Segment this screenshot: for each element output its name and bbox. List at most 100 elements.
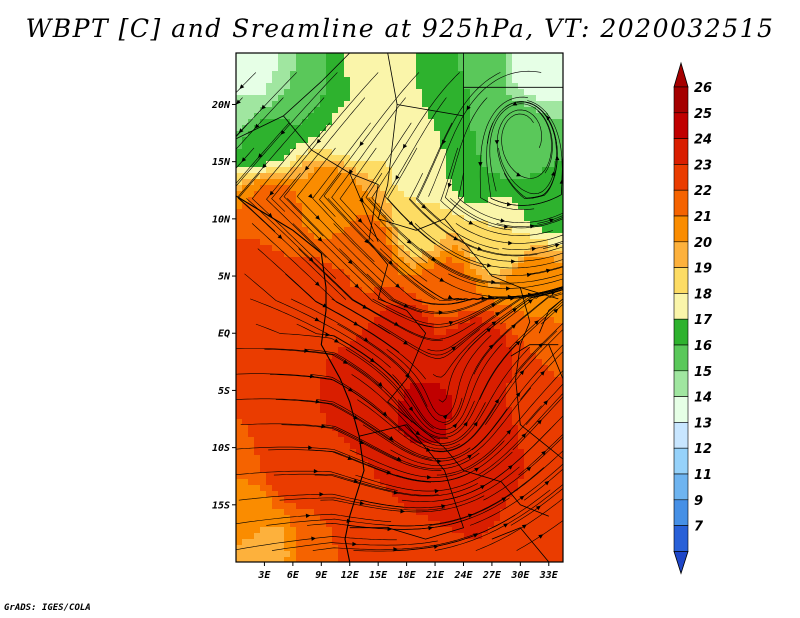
field-cell bbox=[254, 359, 261, 366]
field-cell bbox=[434, 413, 441, 420]
field-cell bbox=[494, 431, 501, 438]
field-cell bbox=[266, 113, 273, 120]
field-cell bbox=[530, 83, 537, 90]
field-cell bbox=[344, 179, 351, 186]
field-cell bbox=[314, 65, 321, 72]
field-cell bbox=[290, 443, 297, 450]
field-cell bbox=[296, 119, 303, 126]
field-cell bbox=[518, 65, 525, 72]
field-cell bbox=[254, 329, 261, 336]
field-cell bbox=[254, 131, 261, 138]
field-cell bbox=[308, 233, 315, 240]
field-cell bbox=[554, 467, 561, 474]
field-cell bbox=[368, 269, 375, 276]
field-cell bbox=[266, 437, 273, 444]
field-cell bbox=[542, 137, 549, 144]
field-cell bbox=[542, 539, 549, 546]
field-cell bbox=[530, 419, 537, 426]
field-cell bbox=[284, 509, 291, 516]
field-cell bbox=[446, 173, 453, 180]
field-cell bbox=[548, 503, 555, 510]
field-cell bbox=[554, 485, 561, 492]
field-cell bbox=[542, 377, 549, 384]
field-cell bbox=[392, 461, 399, 468]
field-cell bbox=[290, 335, 297, 342]
field-cell bbox=[548, 515, 555, 522]
field-cell bbox=[308, 497, 315, 504]
field-cell bbox=[308, 287, 315, 294]
field-cell bbox=[302, 341, 309, 348]
field-cell bbox=[434, 377, 441, 384]
field-cell bbox=[542, 347, 549, 354]
field-cell bbox=[494, 209, 501, 216]
field-cell bbox=[416, 425, 423, 432]
field-cell bbox=[278, 287, 285, 294]
field-cell bbox=[422, 95, 429, 102]
field-cell bbox=[428, 275, 435, 282]
field-cell bbox=[254, 323, 261, 330]
field-cell bbox=[392, 521, 399, 528]
field-cell bbox=[506, 59, 513, 66]
field-cell bbox=[242, 245, 249, 252]
field-cell bbox=[266, 83, 273, 90]
field-cell bbox=[320, 437, 327, 444]
field-cell bbox=[362, 59, 369, 66]
field-cell bbox=[434, 515, 441, 522]
field-cell bbox=[320, 113, 327, 120]
field-cell bbox=[554, 113, 561, 120]
field-cell bbox=[278, 437, 285, 444]
field-cell bbox=[356, 125, 363, 132]
field-cell bbox=[254, 245, 261, 252]
field-cell bbox=[398, 107, 405, 114]
field-cell bbox=[404, 173, 411, 180]
field-cell bbox=[290, 281, 297, 288]
field-cell bbox=[254, 377, 261, 384]
field-cell bbox=[254, 455, 261, 462]
field-cell bbox=[254, 269, 261, 276]
field-cell bbox=[344, 491, 351, 498]
field-cell bbox=[374, 347, 381, 354]
field-cell bbox=[392, 53, 399, 60]
field-cell bbox=[284, 83, 291, 90]
field-cell bbox=[314, 329, 321, 336]
field-cell bbox=[488, 53, 495, 60]
field-cell bbox=[272, 71, 279, 78]
field-cell bbox=[338, 239, 345, 246]
field-cell bbox=[542, 203, 549, 210]
field-cell bbox=[404, 257, 411, 264]
field-cell bbox=[266, 497, 273, 504]
field-cell bbox=[542, 215, 549, 222]
field-cell bbox=[446, 71, 453, 78]
field-cell bbox=[236, 401, 243, 408]
field-cell bbox=[350, 467, 357, 474]
field-cell bbox=[254, 503, 261, 510]
field-cell bbox=[536, 311, 543, 318]
field-cell bbox=[452, 53, 459, 60]
field-cell bbox=[236, 65, 243, 72]
field-cell bbox=[266, 389, 273, 396]
field-cell bbox=[482, 365, 489, 372]
field-cell bbox=[338, 251, 345, 258]
field-cell bbox=[452, 185, 459, 192]
field-cell bbox=[332, 527, 339, 534]
field-cell bbox=[320, 485, 327, 492]
field-cell bbox=[338, 95, 345, 102]
field-cell bbox=[314, 389, 321, 396]
field-cell bbox=[242, 251, 249, 258]
field-cell bbox=[530, 155, 537, 162]
field-cell bbox=[236, 107, 243, 114]
field-cell bbox=[284, 323, 291, 330]
field-cell bbox=[350, 377, 357, 384]
field-cell bbox=[368, 101, 375, 108]
field-cell bbox=[242, 173, 249, 180]
field-cell bbox=[290, 221, 297, 228]
field-cell bbox=[440, 527, 447, 534]
field-cell bbox=[314, 275, 321, 282]
field-cell bbox=[554, 185, 561, 192]
field-cell bbox=[476, 341, 483, 348]
field-cell bbox=[272, 377, 279, 384]
field-cell bbox=[344, 137, 351, 144]
field-cell bbox=[506, 437, 513, 444]
field-cell bbox=[350, 59, 357, 66]
field-cell bbox=[296, 59, 303, 66]
